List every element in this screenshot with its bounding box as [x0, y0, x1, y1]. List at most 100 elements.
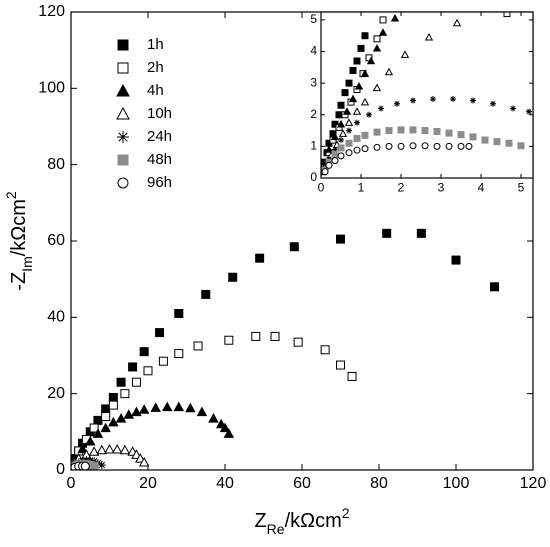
point — [332, 146, 338, 153]
y-tick-label: 40 — [47, 309, 65, 326]
point — [97, 461, 106, 470]
point — [138, 456, 150, 467]
point — [196, 406, 208, 417]
point — [101, 404, 111, 414]
point — [510, 105, 516, 112]
points — [71, 228, 499, 470]
point — [330, 132, 340, 141]
point — [338, 137, 344, 144]
point — [123, 409, 134, 419]
point — [185, 402, 196, 413]
point — [108, 400, 118, 410]
point — [372, 44, 382, 52]
point — [143, 366, 153, 376]
point — [457, 142, 465, 150]
point — [224, 335, 234, 345]
point — [85, 435, 96, 446]
point — [93, 415, 103, 425]
point — [416, 228, 426, 238]
legend-symbol — [117, 39, 129, 51]
x-axis-label: ZRe/kΩcm2 — [254, 505, 349, 537]
point — [174, 349, 184, 359]
point — [481, 136, 489, 144]
point — [430, 95, 436, 102]
point — [320, 345, 330, 355]
point — [421, 142, 429, 150]
point — [138, 404, 150, 414]
point — [337, 152, 345, 160]
point — [357, 44, 365, 52]
point — [470, 97, 476, 104]
point — [409, 126, 417, 134]
point — [346, 127, 352, 134]
axis-label-part: Im — [19, 256, 35, 272]
point — [108, 392, 118, 402]
point — [397, 142, 405, 150]
legend-marker — [117, 39, 129, 51]
point — [433, 142, 441, 150]
point — [366, 111, 372, 118]
point — [424, 32, 434, 41]
point — [382, 228, 392, 238]
y-tick-label: 2 — [310, 107, 317, 121]
y-tick-label: 4 — [310, 44, 317, 58]
point — [385, 142, 393, 150]
x-tick-label: 80 — [370, 475, 388, 492]
x-tick-label: 0 — [318, 180, 325, 194]
point — [335, 111, 343, 119]
axis-label-part: /kΩcm — [285, 510, 342, 532]
point — [354, 81, 364, 90]
point — [89, 423, 99, 433]
point — [96, 444, 108, 455]
legend-label: 4h — [147, 82, 164, 99]
point — [119, 444, 131, 455]
point — [155, 328, 165, 338]
legend-symbol — [117, 177, 129, 189]
point — [433, 128, 441, 136]
legend-label: 1h — [147, 36, 164, 53]
y-tick-label: 5 — [310, 12, 317, 26]
point — [111, 443, 123, 454]
plot-frame — [320, 11, 534, 179]
point — [331, 150, 339, 158]
point — [372, 83, 382, 92]
point — [445, 142, 453, 150]
legend-symbol — [116, 106, 130, 120]
point — [451, 255, 461, 265]
axis-label-part: /kΩcm — [8, 199, 30, 256]
point — [139, 347, 149, 357]
legend-symbol — [117, 154, 129, 166]
point — [503, 12, 511, 18]
point — [378, 105, 384, 112]
point — [445, 129, 453, 137]
point — [251, 331, 261, 341]
point — [128, 362, 138, 372]
x-tick-label: 0 — [67, 475, 76, 492]
point — [469, 133, 477, 141]
point — [400, 50, 410, 58]
point — [450, 95, 456, 102]
point — [115, 413, 127, 423]
point — [410, 97, 416, 104]
point — [88, 446, 100, 456]
x-tick-label: 120 — [520, 475, 547, 492]
point — [354, 119, 360, 126]
x-tick-label: 2 — [398, 180, 405, 194]
point — [353, 134, 361, 142]
x-tick-label: 5 — [518, 180, 525, 194]
point — [366, 56, 376, 65]
axis-label-part: Z — [254, 510, 266, 532]
y-tick-label: 20 — [47, 385, 65, 402]
point — [336, 360, 345, 370]
point — [116, 377, 126, 387]
point — [80, 461, 90, 470]
point — [344, 118, 354, 126]
point — [347, 371, 357, 381]
y-tick-label: 60 — [47, 232, 65, 249]
x-tick-label: 100 — [443, 475, 470, 492]
legend-symbol — [117, 62, 129, 74]
point — [325, 161, 333, 169]
point — [162, 401, 173, 412]
axis-label-part: -Z — [8, 272, 30, 291]
point — [342, 107, 352, 115]
